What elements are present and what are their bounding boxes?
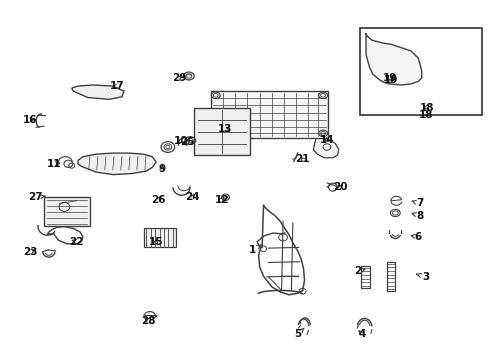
Bar [44, 197, 90, 226]
Text: 27: 27 [28, 192, 45, 202]
Text: 17: 17 [110, 81, 124, 91]
Bar [387, 262, 395, 291]
Text: 1: 1 [249, 245, 261, 255]
Text: 23: 23 [23, 247, 37, 257]
Polygon shape [366, 33, 422, 85]
Polygon shape [72, 85, 124, 99]
Text: 19: 19 [384, 75, 399, 85]
Text: 22: 22 [70, 237, 84, 247]
Text: 5: 5 [294, 328, 304, 339]
Text: 12: 12 [214, 195, 229, 205]
Text: 19: 19 [383, 73, 398, 83]
Polygon shape [78, 153, 156, 175]
Text: 10: 10 [173, 136, 188, 146]
Text: 29: 29 [172, 73, 186, 83]
Bar [385, 55, 395, 67]
Bar [194, 108, 250, 155]
Text: 18: 18 [419, 103, 434, 113]
Text: 15: 15 [149, 237, 163, 247]
Text: 3: 3 [416, 272, 429, 282]
Text: 21: 21 [295, 154, 310, 164]
Text: 25: 25 [180, 138, 195, 147]
Bar [360, 28, 482, 115]
Bar [383, 54, 397, 69]
Bar [144, 228, 176, 247]
Text: 26: 26 [151, 195, 165, 205]
Bar [211, 91, 328, 138]
Text: 6: 6 [411, 232, 422, 242]
Text: 28: 28 [141, 316, 156, 325]
Text: 20: 20 [333, 182, 347, 192]
Polygon shape [313, 136, 339, 158]
Text: 11: 11 [47, 159, 61, 169]
Text: 16: 16 [23, 115, 37, 125]
Text: 18: 18 [418, 111, 433, 121]
Text: 24: 24 [185, 192, 199, 202]
Text: 4: 4 [359, 329, 366, 339]
Text: 2: 2 [354, 266, 365, 276]
Text: 13: 13 [218, 124, 233, 134]
Text: 14: 14 [319, 135, 334, 145]
Text: 7: 7 [412, 198, 423, 208]
Text: 8: 8 [412, 211, 423, 221]
Text: 9: 9 [158, 163, 166, 174]
Bar [361, 266, 370, 288]
